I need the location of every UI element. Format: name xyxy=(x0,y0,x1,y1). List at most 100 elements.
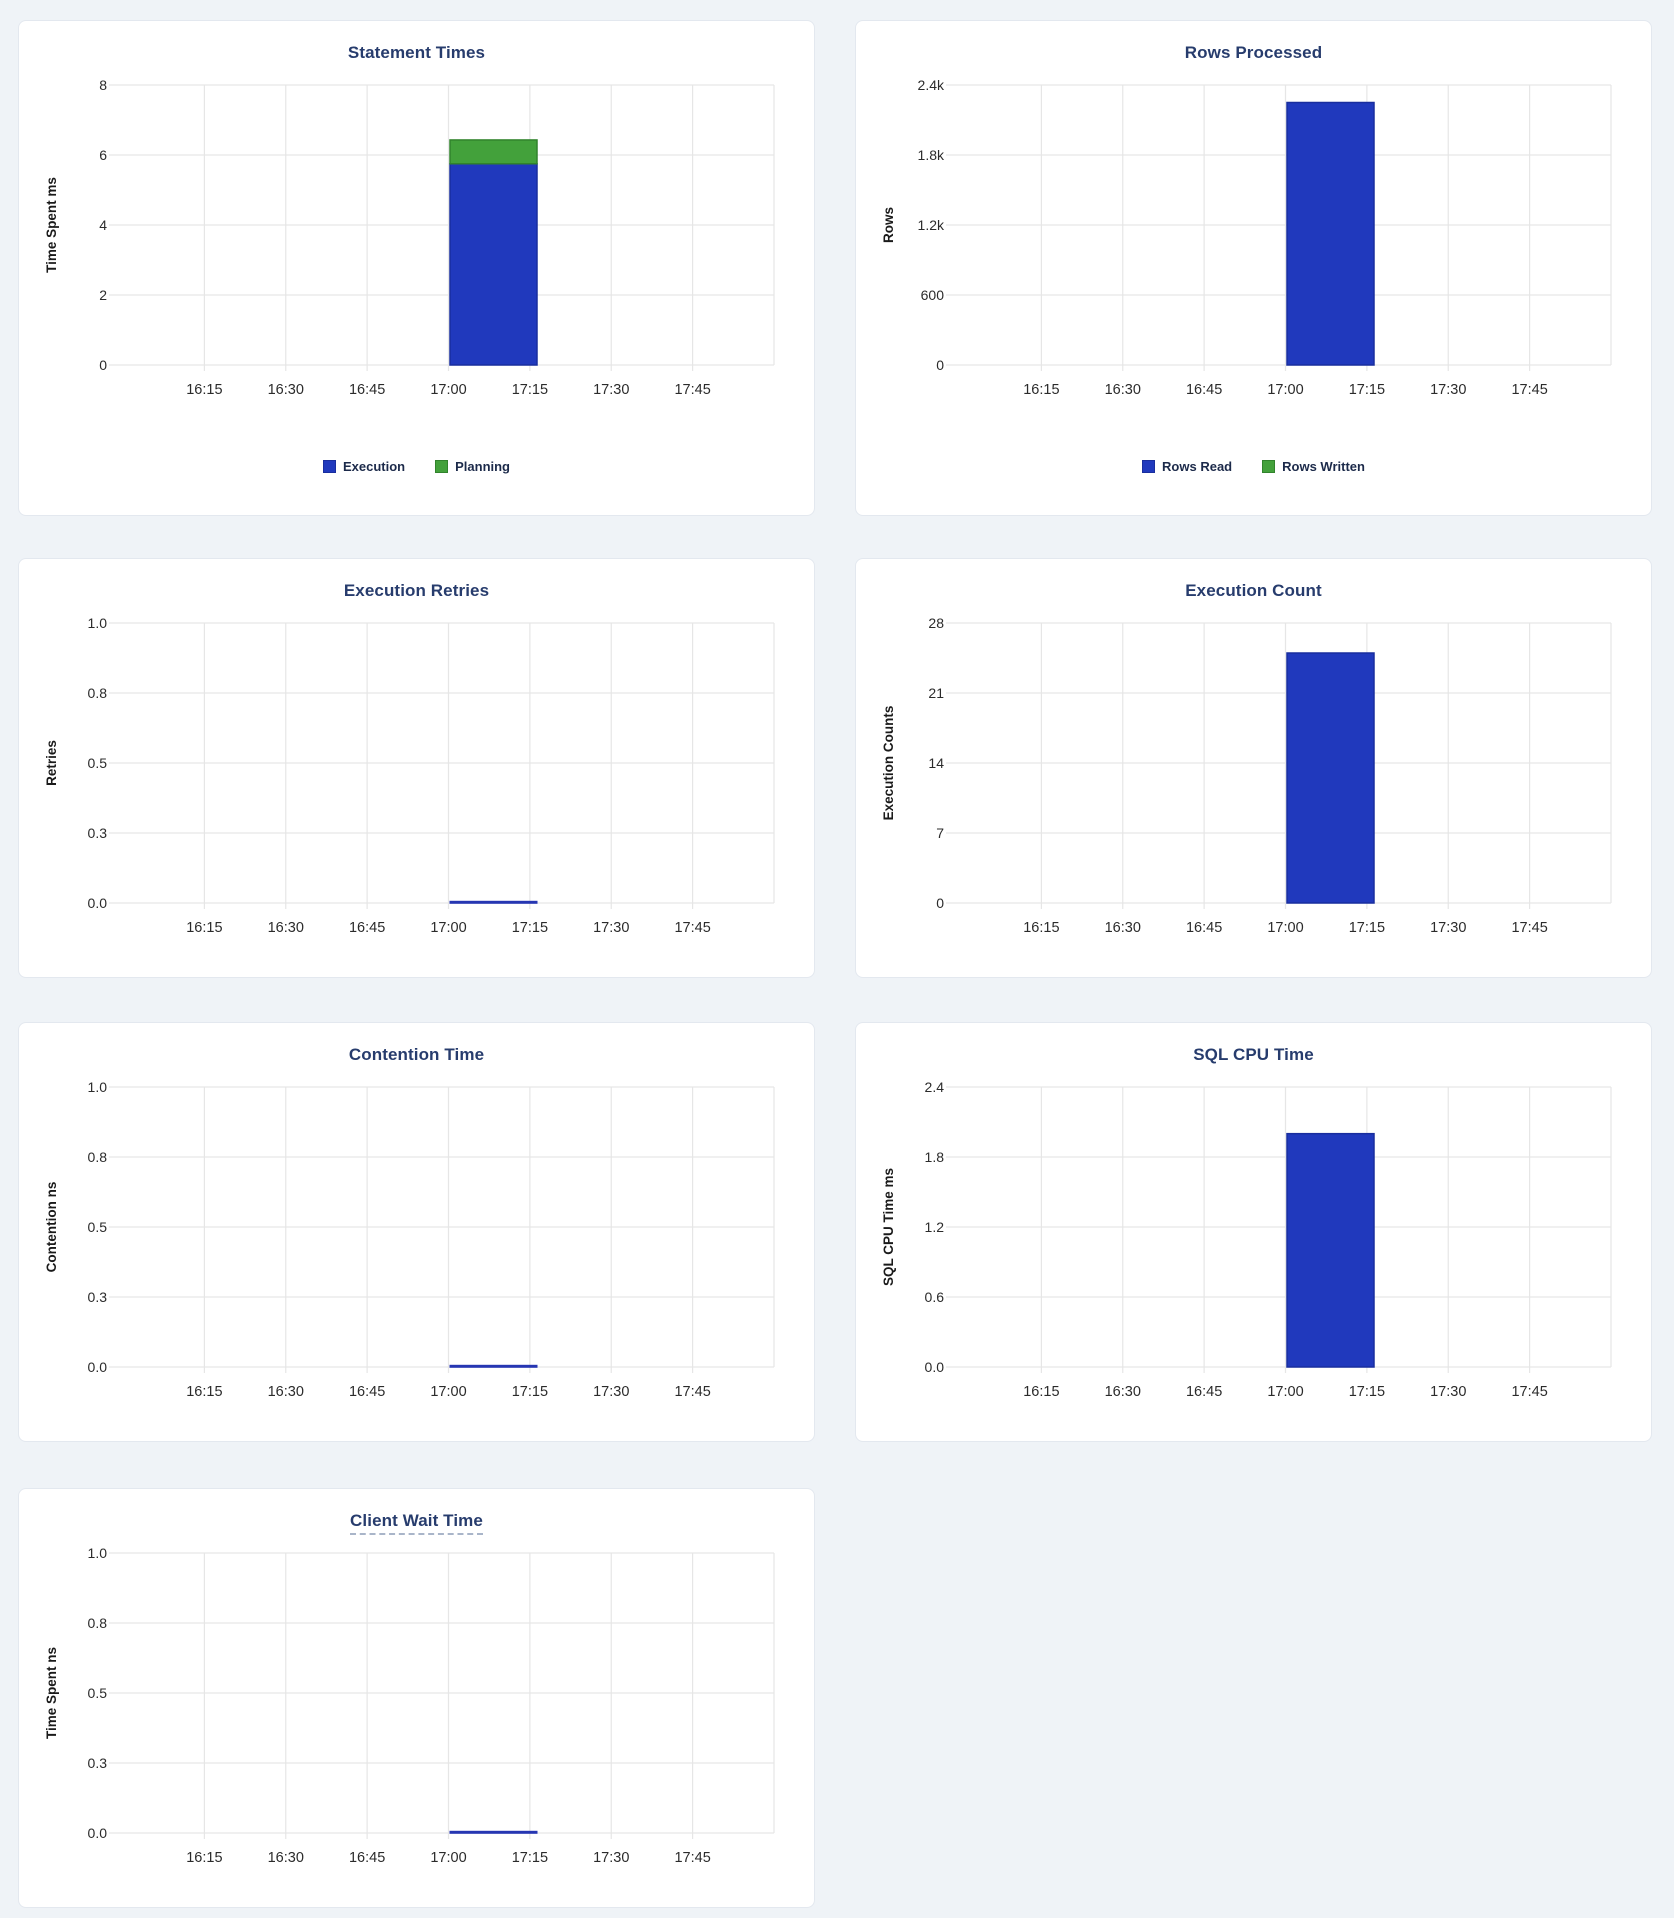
chart-plot-area-contention-time[interactable]: 1.0 0.8 0.5 0.3 0.0 16:15 16:30 16:45 17:00 17:15… xyxy=(19,1023,816,1443)
chart-title-contention-time: Contention Time xyxy=(19,1045,814,1065)
y-axis-tick-labels: 8 6 4 2 0 xyxy=(99,77,107,373)
y-tick-label: 1.8k xyxy=(918,147,945,163)
chart-title-text: Execution Count xyxy=(1185,581,1322,600)
x-tick-label: 17:00 xyxy=(1267,920,1303,936)
legend-label: Rows Read xyxy=(1162,459,1233,474)
bar-segment-sql-cpu-time[interactable] xyxy=(1286,1132,1375,1368)
y-tick-label: 1.2 xyxy=(925,1219,945,1235)
chart-title-rows-processed: Rows Processed xyxy=(856,43,1651,63)
y-axis-tick-labels: 1.0 0.8 0.5 0.3 0.0 xyxy=(88,615,108,911)
x-tick-label: 17:15 xyxy=(512,920,548,936)
chart-card-contention-time: Contention Time 1.0 0.8 0.5 0.3 0.0 16:15 16:30… xyxy=(18,1022,815,1442)
zero-value-line[interactable] xyxy=(449,900,538,904)
chart-card-sql-cpu-time: SQL CPU Time 2.4 1.8 1.2 0.6 0.0 16:15 16:30 16:… xyxy=(855,1022,1652,1442)
y-axis-tick-labels: 28 21 14 7 0 xyxy=(928,615,944,911)
y-tick-label: 0.5 xyxy=(88,1219,108,1235)
y-tick-label: 7 xyxy=(936,825,944,841)
chart-title-client-wait-time: Client Wait Time xyxy=(19,1511,814,1535)
chart-legend-rows-processed: Rows Read Rows Written xyxy=(856,459,1651,474)
vertical-gridlines xyxy=(1040,1087,1612,1373)
chart-card-client-wait-time: Client Wait Time 1.0 0.8 0.5 0.3 0.0 16:15 16:3… xyxy=(18,1488,815,1908)
chart-plot-area-sql-cpu-time[interactable]: 2.4 1.8 1.2 0.6 0.0 16:15 16:30 16:45 17:00 17:15… xyxy=(856,1023,1653,1443)
chart-plot-area-execution-retries[interactable]: 1.0 0.8 0.5 0.3 0.0 16:15 16:30 16:45 17:00 17:15… xyxy=(19,559,816,979)
y-tick-label: 1.0 xyxy=(88,1079,108,1095)
x-tick-label: 17:15 xyxy=(1349,382,1385,398)
x-tick-label: 17:15 xyxy=(512,382,548,398)
y-axis-tick-labels: 2.4 1.8 1.2 0.6 0.0 xyxy=(925,1079,945,1375)
y-tick-label: 1.2k xyxy=(918,217,945,233)
x-tick-label: 17:30 xyxy=(1430,1384,1466,1400)
legend-swatch-planning xyxy=(435,460,449,473)
y-tick-label: 14 xyxy=(928,755,944,771)
bar-segment-planning[interactable] xyxy=(449,139,538,165)
x-axis-tick-labels: 16:15 16:30 16:45 17:00 17:15 17:30 17:45 xyxy=(186,1850,711,1866)
chart-card-execution-retries: Execution Retries 1.0 0.8 0.5 0.3 0.0 16:15 16:… xyxy=(18,558,815,978)
x-axis-tick-labels: 16:15 16:30 16:45 17:00 17:15 17:30 17:45 xyxy=(1023,1384,1548,1400)
chart-title-text: Execution Retries xyxy=(343,581,490,600)
y-tick-label: 0 xyxy=(99,357,107,373)
y-axis-label: Retries xyxy=(44,740,59,786)
x-tick-label: 17:00 xyxy=(1267,382,1303,398)
y-tick-label: 1.0 xyxy=(88,615,108,631)
x-tick-label: 16:15 xyxy=(186,920,222,936)
chart-title-execution-retries: Execution Retries xyxy=(19,581,814,601)
x-tick-label: 17:00 xyxy=(430,1384,466,1400)
x-tick-label: 17:45 xyxy=(674,1384,710,1400)
x-tick-label: 17:45 xyxy=(1511,1384,1547,1400)
bar-stack xyxy=(449,139,538,366)
chart-title-tooltip[interactable]: Client Wait Time xyxy=(350,1511,483,1535)
x-tick-label: 16:45 xyxy=(349,382,385,398)
x-axis-tick-labels: 16:15 16:30 16:45 17:00 17:15 17:30 17:45 xyxy=(1023,920,1548,936)
y-tick-label: 0.8 xyxy=(88,1615,108,1631)
x-tick-label: 17:00 xyxy=(430,382,466,398)
legend-label: Planning xyxy=(455,459,510,474)
y-tick-label: 2 xyxy=(99,287,107,303)
zero-value-line[interactable] xyxy=(449,1830,538,1834)
y-axis-label: Time Spent ns xyxy=(44,1647,59,1739)
x-tick-label: 16:45 xyxy=(349,920,385,936)
bar-stack xyxy=(1286,652,1375,904)
x-tick-label: 17:45 xyxy=(674,920,710,936)
chart-title-text: Statement Times xyxy=(347,43,486,62)
y-tick-label: 21 xyxy=(928,685,944,701)
x-tick-label: 16:45 xyxy=(349,1850,385,1866)
y-tick-label: 0.5 xyxy=(88,1685,108,1701)
x-tick-label: 17:30 xyxy=(593,920,629,936)
x-tick-label: 16:15 xyxy=(1023,382,1059,398)
x-axis-tick-labels: 16:15 16:30 16:45 17:00 17:15 17:30 17:45 xyxy=(186,1384,711,1400)
x-tick-label: 16:15 xyxy=(186,1384,222,1400)
chart-plot-area-statement-times[interactable]: 8 6 4 2 0 16:15 16:30 16:45 17:00 17:15 17:30 17:45… xyxy=(19,21,816,517)
chart-legend-statement-times: Execution Planning xyxy=(19,459,814,474)
chart-title-statement-times: Statement Times xyxy=(19,43,814,63)
y-tick-label: 0.8 xyxy=(88,1149,108,1165)
bar-segment-rows-read[interactable] xyxy=(1286,101,1375,366)
y-tick-label: 0.0 xyxy=(88,1359,108,1375)
x-tick-label: 17:00 xyxy=(1267,1384,1303,1400)
legend-item-execution: Execution xyxy=(322,459,405,474)
horizontal-gridlines xyxy=(946,84,1611,366)
chart-plot-area-client-wait-time[interactable]: 1.0 0.8 0.5 0.3 0.0 16:15 16:30 16:45 17:00 17:15… xyxy=(19,1489,816,1909)
x-axis-tick-labels: 16:15 16:30 16:45 17:00 17:15 17:30 17:45 xyxy=(186,382,711,398)
x-tick-label: 17:15 xyxy=(512,1384,548,1400)
y-axis-label: SQL CPU Time ms xyxy=(881,1168,896,1286)
y-tick-label: 0.3 xyxy=(88,825,108,841)
y-tick-label: 0 xyxy=(936,895,944,911)
x-tick-label: 16:45 xyxy=(1186,920,1222,936)
x-tick-label: 17:30 xyxy=(1430,920,1466,936)
zero-value-line[interactable] xyxy=(449,1364,538,1368)
x-tick-label: 16:45 xyxy=(349,1384,385,1400)
x-tick-label: 17:30 xyxy=(593,1384,629,1400)
x-tick-label: 17:30 xyxy=(593,1850,629,1866)
bar-segment-execution[interactable] xyxy=(449,163,538,366)
legend-item-rows-read: Rows Read xyxy=(1142,459,1232,474)
chart-title-text: SQL CPU Time xyxy=(1193,1045,1314,1064)
y-tick-label: 2.4 xyxy=(925,1079,945,1095)
chart-plot-area-execution-count[interactable]: 28 21 14 7 0 16:15 16:30 16:45 17:00 17:15 17:30 17… xyxy=(856,559,1653,979)
y-tick-label: 600 xyxy=(921,287,945,303)
legend-item-rows-written: Rows Written xyxy=(1262,459,1365,474)
chart-plot-area-rows-processed[interactable]: 2.4k 1.8k 1.2k 600 0 16:15 16:30 16:45 17:00 17:1… xyxy=(856,21,1653,517)
bar-segment-execution-count[interactable] xyxy=(1286,652,1375,904)
legend-swatch-rows-written xyxy=(1262,460,1276,473)
chart-title-sql-cpu-time: SQL CPU Time xyxy=(856,1045,1651,1065)
chart-card-statement-times: Statement Times 8 6 4 2 0 16:15 16:30 16:45 17:00… xyxy=(18,20,815,516)
